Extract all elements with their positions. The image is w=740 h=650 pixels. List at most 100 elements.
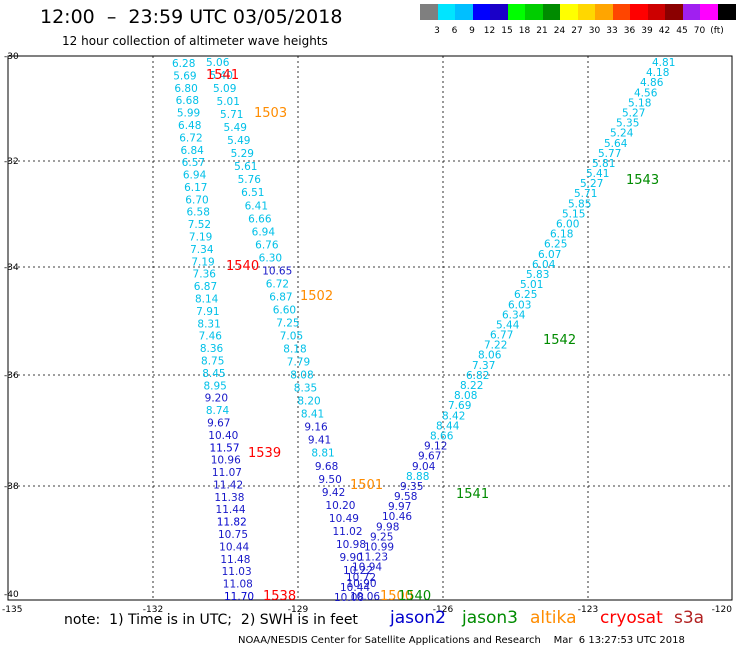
pass-label: 1543 — [626, 173, 659, 188]
wave-height-value: 5.24 — [610, 128, 634, 140]
wave-height-value: 11.07 — [212, 467, 242, 479]
pass-label: 1502 — [300, 289, 333, 304]
wave-height-value: 6.82 — [466, 370, 489, 382]
wave-height-value: 6.66 — [248, 213, 272, 225]
colorbar-swatch — [560, 4, 578, 20]
wave-height-value: 10.49 — [329, 513, 359, 525]
wave-height-value: 9.42 — [322, 487, 345, 499]
colorbar-swatch — [525, 4, 543, 20]
wave-height-value: 9.98 — [376, 521, 399, 533]
colorbar-label: 15 — [501, 26, 513, 36]
map-frame — [7, 55, 733, 601]
wave-height-value: 6.77 — [490, 330, 513, 342]
wave-height-value: 10.98 — [336, 539, 366, 551]
lon-tick-label: -129 — [288, 605, 309, 615]
wave-height-value: 9.04 — [412, 461, 436, 473]
wave-height-value: 7.79 — [287, 357, 310, 369]
wave-height-value: 10.44 — [219, 541, 249, 553]
wave-height-value: 5.27 — [622, 107, 645, 119]
wave-height-value: 11.02 — [332, 526, 362, 538]
wave-height-value: 6.03 — [508, 299, 531, 311]
wave-height-value: 9.58 — [394, 491, 417, 503]
pass-label: 1501 — [350, 478, 383, 493]
wave-height-value: 5.71 — [574, 188, 597, 200]
wave-height-value: 5.81 — [592, 158, 615, 170]
colorbar-swatch — [455, 4, 473, 20]
wave-height-value: 9.35 — [400, 481, 423, 493]
wave-height-value: 6.28 — [172, 58, 195, 70]
wave-height-value: 6.07 — [538, 249, 561, 261]
wave-height-value: 5.64 — [604, 138, 628, 150]
colorbar-swatch — [700, 4, 718, 20]
lon-tick-label: -135 — [2, 605, 22, 615]
track-a: 6.285.696.806.685.996.486.726.846.576.94… — [172, 58, 254, 603]
wave-height-value: 10.46 — [382, 511, 412, 523]
wave-height-value: 5.44 — [496, 319, 520, 331]
colorbar-label: (ft) — [710, 26, 724, 36]
wave-height-value: 5.85 — [568, 198, 591, 210]
wave-height-value: 9.67 — [207, 417, 230, 429]
lat-tick-label: -34 — [4, 263, 19, 273]
wave-height-value: 11.57 — [209, 442, 239, 454]
wave-height-value: 7.19 — [191, 256, 214, 268]
wave-height-value: 8.08 — [290, 370, 313, 382]
wave-height-value: 8.22 — [460, 380, 483, 392]
track-b: 5.065.405.095.015.715.495.495.295.615.76… — [206, 57, 380, 603]
wave-height-value: 7.37 — [472, 360, 495, 372]
wave-height-value: 5.40 — [210, 70, 233, 82]
wave-height-value: 7.34 — [190, 244, 214, 256]
colorbar-label: 9 — [469, 26, 475, 36]
colorbar-swatch — [577, 4, 596, 20]
wave-height-value: 8.74 — [206, 405, 230, 417]
colorbar-swatch — [595, 4, 613, 20]
colorbar-label: 6 — [451, 26, 458, 36]
colorbar-label: 36 — [623, 26, 636, 36]
wave-height-value: 8.45 — [202, 368, 225, 380]
colorbar-swatch — [542, 4, 561, 20]
wave-height-value: 8.35 — [294, 383, 317, 395]
wave-height-value: 9.97 — [388, 501, 411, 513]
colorbar-swatch — [420, 4, 438, 20]
wave-height-value: 8.44 — [436, 420, 460, 432]
colorbar-label: 27 — [571, 26, 583, 36]
wave-height-value: 10.75 — [218, 529, 248, 541]
wave-height-value: 5.99 — [177, 108, 200, 120]
wave-height-value: 8.20 — [297, 396, 320, 408]
wave-height-value: 10.22 — [343, 565, 373, 577]
wave-height-value: 6.84 — [180, 145, 204, 157]
wave-height-value: 5.35 — [616, 118, 639, 130]
wave-height-value: 10.99 — [364, 542, 394, 554]
colorbar-swatch — [717, 4, 736, 20]
satellite-legend-cryosat: cryosat — [600, 608, 663, 628]
wave-height-value: 10.65 — [262, 265, 292, 277]
colorbar-label: 21 — [536, 26, 548, 36]
wave-height-value: 6.58 — [187, 207, 210, 219]
colorbar-label: 33 — [606, 26, 618, 36]
wave-height-value: 6.94 — [183, 170, 207, 182]
colorbar-swatch — [472, 4, 491, 20]
wave-height-value: 6.70 — [185, 194, 208, 206]
colorbar-swatch — [630, 4, 648, 20]
wave-height-value: 7.91 — [196, 306, 219, 318]
wave-height-value: 4.56 — [634, 87, 658, 99]
colorbar-label: 30 — [588, 26, 601, 36]
colorbar-swatch — [647, 4, 666, 20]
wave-height-value: 5.01 — [520, 279, 543, 291]
lat-tick-label: -40 — [4, 590, 19, 600]
colorbar-label: 12 — [483, 26, 496, 36]
map-subtitle: 12 hour collection of altimeter wave hei… — [62, 34, 328, 48]
wave-height-value: 5.41 — [586, 168, 609, 180]
wave-height-value: 11.08 — [223, 579, 253, 591]
wave-height-value: 9.68 — [315, 461, 338, 473]
wave-height-value: 8.31 — [197, 318, 220, 330]
colorbar-swatch — [612, 4, 631, 20]
wave-height-value: 10.40 — [208, 430, 238, 442]
map-title: 12:00 – 23:59 UTC 03/05/2018 — [40, 6, 343, 28]
wave-height-value: 9.25 — [370, 531, 393, 543]
wave-height-value: 11.44 — [216, 504, 246, 516]
colorbar-label: 18 — [518, 26, 531, 36]
wave-height-value: 10.06 — [350, 591, 380, 603]
pass-label: 1541 — [206, 68, 239, 83]
pass-label: 1542 — [543, 333, 576, 348]
